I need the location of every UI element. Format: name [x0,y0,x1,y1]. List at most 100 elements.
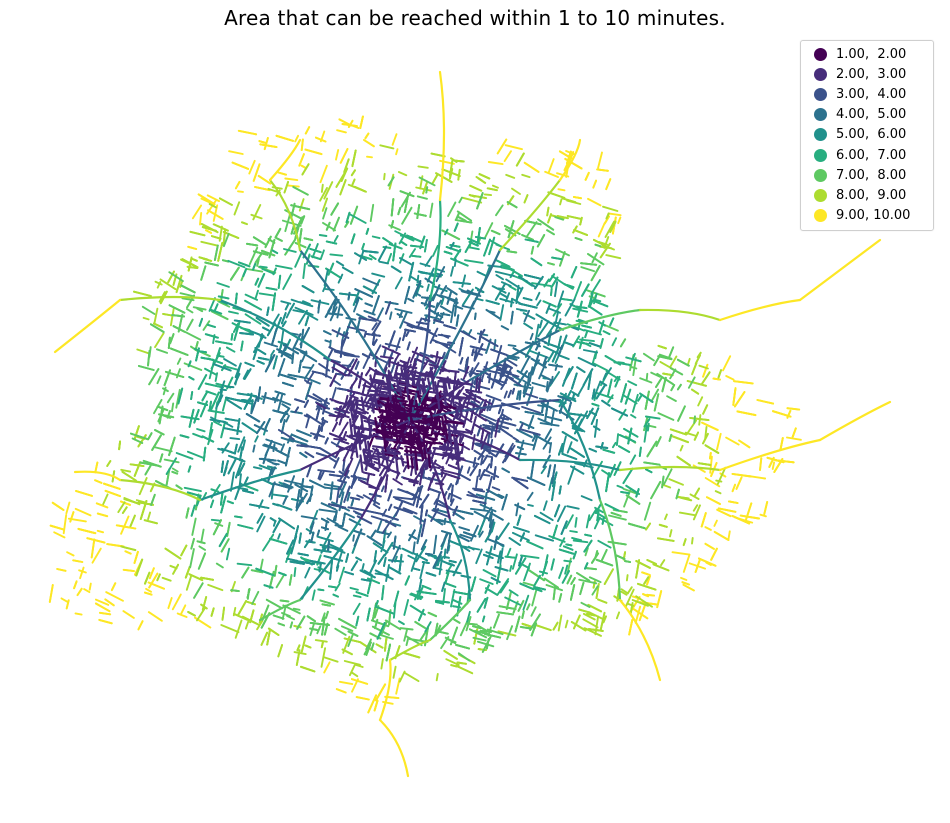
road-segment [139,461,160,467]
road-segment [570,621,587,632]
road-segment [420,296,435,300]
road-segment [559,198,563,206]
road-segment [558,392,567,408]
road-segment [294,134,300,143]
road-segment [252,236,268,246]
road-segment [522,594,530,611]
road-segment [149,323,165,333]
road-segment [154,429,165,436]
road-segment [495,274,504,281]
road-segment [656,537,675,542]
road-segment [325,240,338,245]
road-segment [491,285,507,294]
road-segment [516,514,522,526]
road-segment [137,620,144,631]
road-segment [294,251,303,268]
road-segment [129,432,150,441]
road-segment [504,596,522,606]
road-segment [644,415,661,420]
road-segment [622,467,634,485]
road-segment [485,463,491,471]
road-segment [194,493,200,511]
road-segment [244,313,262,325]
road-segment [533,514,551,525]
road-segment [104,489,122,498]
road-segment [296,615,306,630]
road-segment [496,578,510,596]
road-segment [404,575,411,586]
road-segment [334,627,347,636]
road-segment [666,395,677,402]
road-segment [339,179,347,196]
road-segment [418,578,423,592]
road-segment [541,560,548,577]
road-segment [668,346,675,359]
road-segment [277,428,295,441]
road-segment [515,284,520,305]
road-segment [564,157,583,170]
road-segment [327,540,330,552]
road-segment [646,440,658,458]
road-segment [421,561,430,565]
road-segment [639,377,653,384]
road-segment [354,663,364,668]
road-segment [338,470,350,479]
road-segment [304,644,312,649]
road-segment [223,466,228,476]
road-segment [319,249,325,260]
road-segment [374,569,394,581]
road-segment [354,252,368,261]
road-segment [736,410,757,417]
road-segment [98,611,112,616]
road-segment [440,297,445,306]
road-segment [548,273,556,283]
road-segment [281,403,291,410]
road-segment [563,341,575,347]
road-segment [292,607,301,611]
road-segment [223,358,237,367]
road-segment [514,503,526,511]
road-segment [49,524,65,531]
road-segment [686,357,691,366]
road-segment [580,495,593,502]
road-segment [579,216,583,226]
road-segment [705,496,721,505]
road-segment [292,185,309,196]
road-segment [300,215,306,225]
road-segment [390,220,395,229]
road-segment [237,436,246,453]
road-segment [700,371,711,386]
road-segment [537,417,554,426]
road-segment [590,299,609,308]
road-segment [435,299,442,310]
road-segment [181,258,199,269]
road-segment [310,255,322,261]
road-segment [511,553,518,570]
road-segment [555,248,570,257]
road-segment [731,515,751,525]
road-segment [252,263,257,271]
road-segment [428,487,442,494]
road-segment [522,381,531,398]
road-segment [592,425,601,431]
road-segment [402,464,408,473]
road-segment [594,502,603,514]
road-segment [585,514,591,529]
road-segment [691,536,694,545]
road-segment [486,431,491,445]
road-segment [345,553,350,563]
road-segment [344,570,355,576]
road-segment [53,531,66,539]
road-segment [479,578,494,585]
road-segment [262,392,267,405]
road-segment [483,193,493,197]
road-segment [299,478,305,498]
road-segment [51,501,65,511]
road-segment [680,576,688,581]
road-segment [477,444,489,461]
road-segment [594,243,602,248]
road-segment [316,625,322,635]
road-segment [190,391,194,401]
road-segment [444,228,449,236]
road-segment [677,405,686,422]
